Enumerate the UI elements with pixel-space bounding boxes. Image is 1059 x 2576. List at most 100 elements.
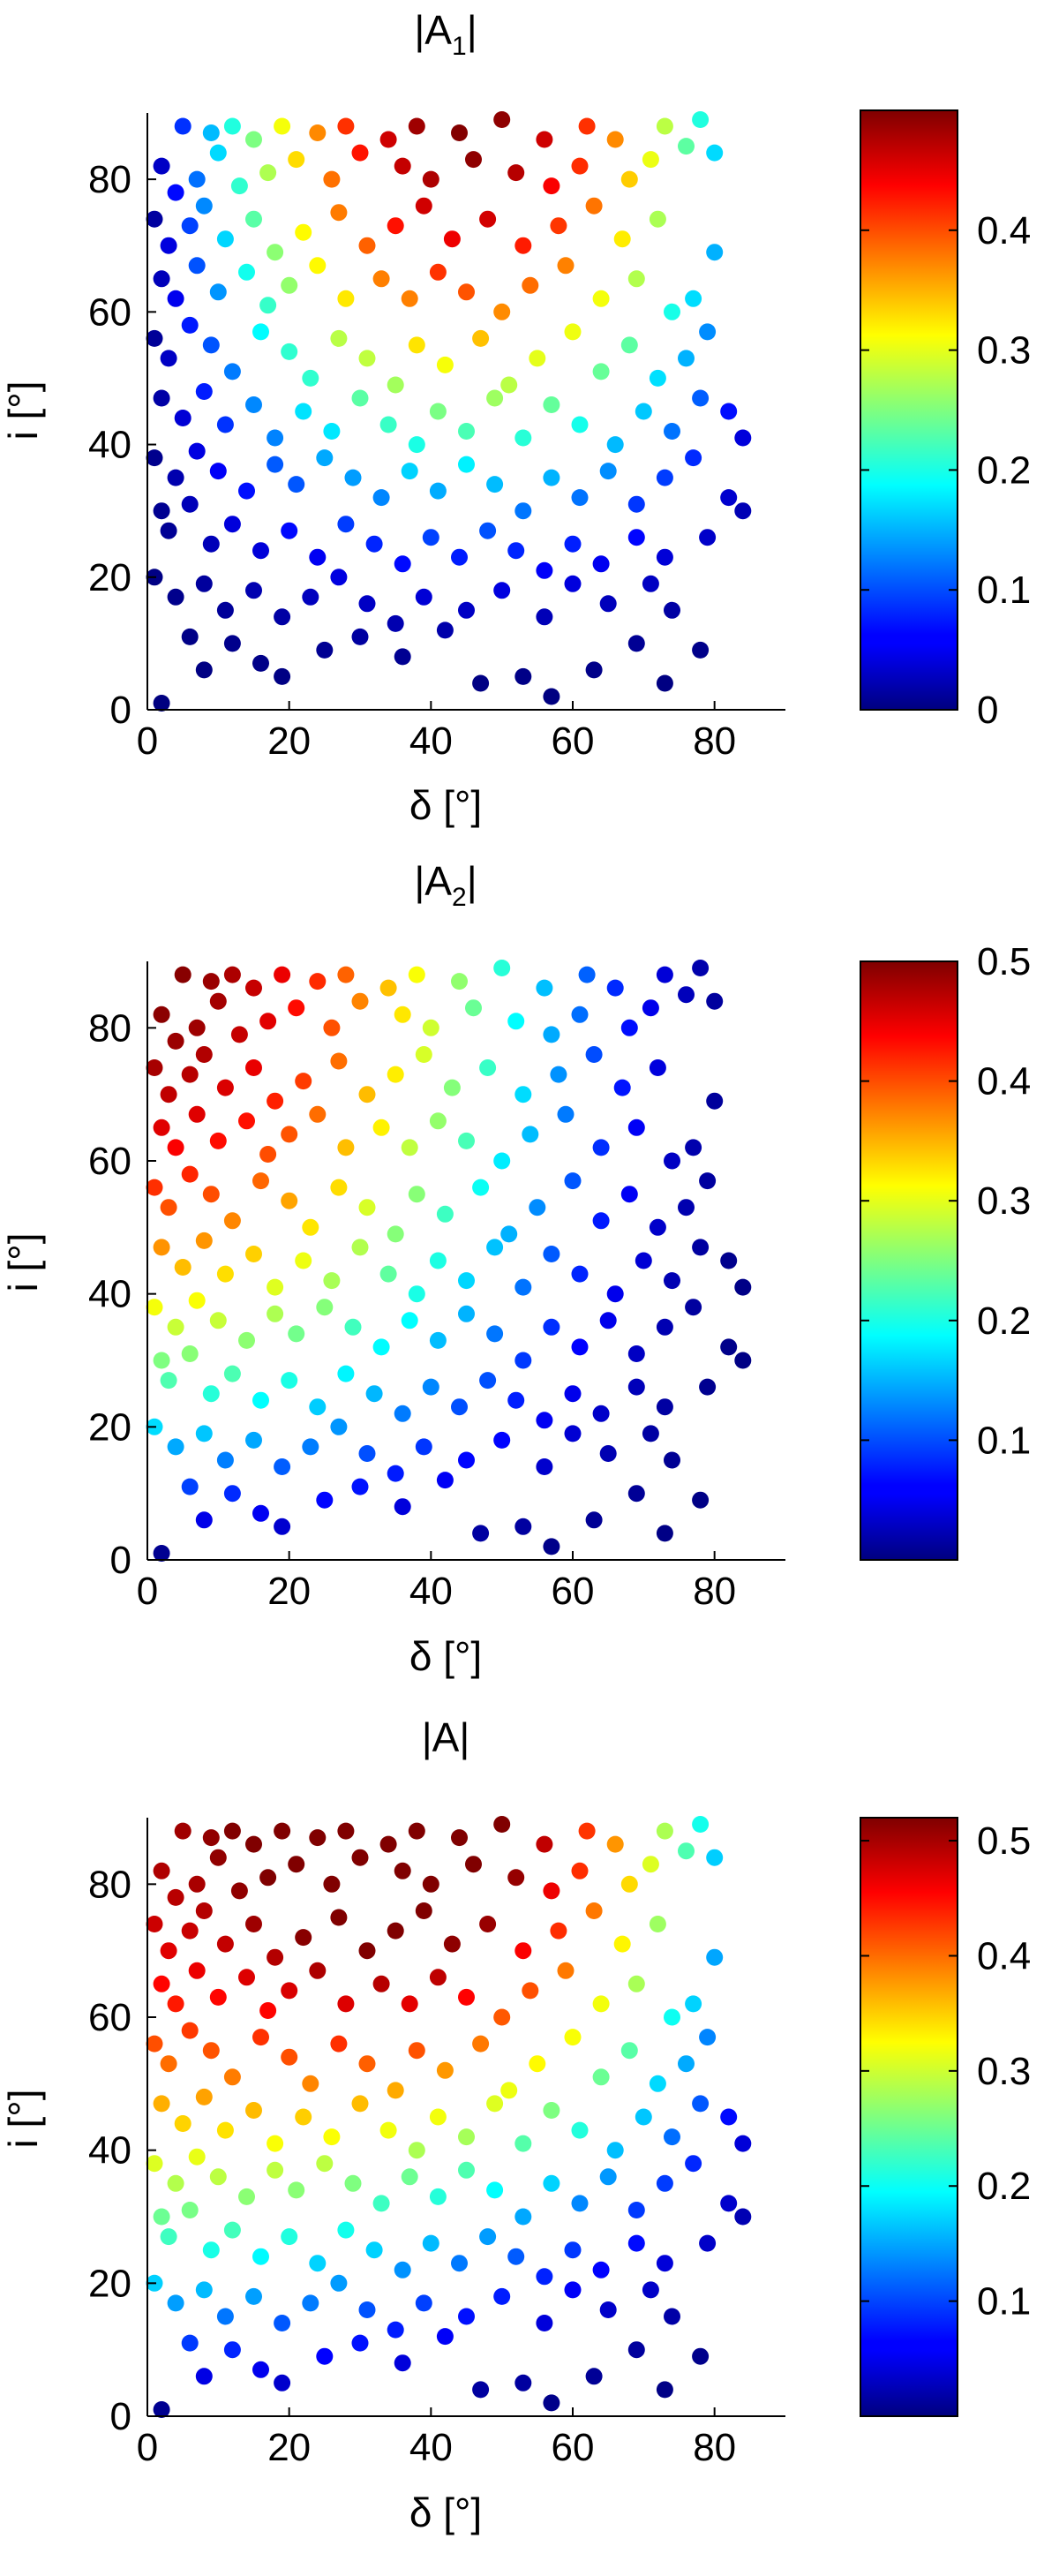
data-point [514,502,532,520]
data-point [422,170,439,188]
data-point [656,1822,673,1840]
data-point [181,2202,199,2218]
data-point [295,223,312,241]
data-point [685,1995,702,2013]
data-point [627,495,645,513]
data-point [479,210,497,228]
data-point [167,2174,184,2192]
panel-2-xlabel: δ [°] [409,1633,482,1679]
data-point [458,601,475,619]
data-point [295,1929,312,1947]
data-point [606,979,624,997]
data-point [167,1032,184,1050]
data-point [295,2108,312,2126]
data-point [685,2155,702,2173]
data-point [223,516,241,533]
data-point [267,429,284,447]
data-point [288,2181,305,2199]
data-point [585,661,603,679]
data-point [486,476,504,493]
data-point [387,614,404,632]
data-point [252,542,269,560]
data-point [664,601,680,619]
data-point [146,1179,163,1196]
data-point [209,1132,227,1149]
data-point [458,283,475,301]
data-point [627,1119,645,1136]
data-point [592,1139,610,1156]
panel-2-colorbar: 0.1 0.2 0.3 0.4 0.5 [860,940,1031,1561]
data-point [493,960,511,976]
data-point [627,2202,645,2218]
data-point [394,555,411,573]
data-point [692,1491,710,1509]
data-point [379,979,397,997]
data-point [365,2241,383,2259]
data-point [678,1199,695,1216]
data-point [188,442,206,460]
data-point [479,522,497,539]
data-point [692,111,710,128]
data-point [146,210,163,228]
panel-1-xlabel: δ [°] [409,782,482,828]
data-point [323,1272,341,1290]
data-point [458,2308,475,2325]
data-point [394,2354,411,2372]
data-point [422,1019,439,1036]
colorbar-tick-label: 0.2 [977,2165,1031,2208]
data-point [664,1152,680,1170]
data-point [536,131,553,148]
data-point [160,1199,177,1216]
data-point [351,144,369,162]
data-point [330,1052,348,1070]
x-tick-label: 60 [552,1570,595,1613]
colorbar [860,960,958,1561]
data-point [514,1278,532,1296]
data-point [507,2248,525,2265]
data-point [536,979,553,997]
data-point [606,1835,624,1853]
data-point [507,1013,525,1030]
data-point [181,1478,199,1495]
data-point [656,966,673,983]
data-point [507,1391,525,1409]
data-point [493,2287,511,2305]
data-point [436,621,454,639]
data-point [387,1465,404,1482]
data-point [160,1086,177,1103]
colorbar-tick-label: 0.3 [977,2050,1031,2093]
data-point [514,2208,532,2226]
data-point [564,2241,582,2259]
data-point [620,1875,638,1893]
data-point [514,1352,532,1369]
data-point [195,2088,213,2105]
data-point [642,2281,659,2299]
data-point [500,376,518,394]
data-point [309,1829,327,1847]
data-point [472,1179,490,1196]
data-point [337,516,355,533]
data-point [267,1092,284,1110]
data-point [408,1285,425,1303]
data-point [642,1425,659,1442]
data-point [401,290,418,307]
data-point [585,1511,603,1529]
data-point [387,376,404,394]
data-point [146,1059,163,1076]
data-point [429,1112,447,1130]
colorbar [860,109,958,711]
data-point [195,1232,213,1249]
data-point [252,2029,269,2046]
y-tick-label: 20 [88,2262,131,2305]
data-point [153,2401,170,2418]
colorbar-tick-label: 0.3 [977,1179,1031,1223]
data-point [209,463,227,480]
data-point [252,2361,269,2378]
data-point [642,575,659,592]
data-point [486,2181,504,2199]
data-point [656,117,673,135]
data-point [160,1942,177,1960]
x-tick-label: 0 [137,2426,158,2469]
data-point [316,1299,334,1316]
